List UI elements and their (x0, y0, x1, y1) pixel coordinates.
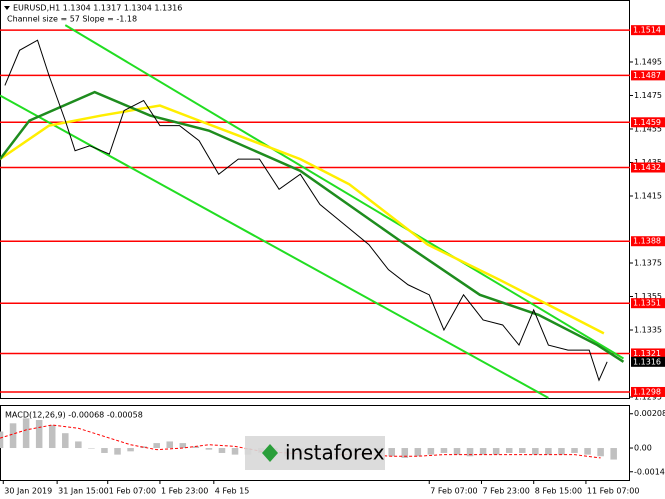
x-tick-label: 30 Jan 2019 (4, 487, 52, 496)
level-label-box (631, 25, 665, 36)
macd-bar (532, 448, 539, 455)
macd-bar (179, 443, 187, 449)
macd-bar (88, 448, 95, 449)
level-label: 1.1351 (633, 299, 661, 308)
y-tick-label: 1.1495 (634, 57, 662, 66)
macd-bar (114, 448, 121, 455)
y-tick-label: 1.1295 (634, 392, 662, 401)
y-tick-label: 1.1475 (634, 91, 662, 100)
level-label: 1.1321 (633, 349, 661, 358)
macd-y-tick-label: 0.00208 (634, 409, 665, 418)
macd-bar (0, 431, 4, 449)
level-label: 1.1298 (633, 387, 661, 396)
moving-average (0, 90, 625, 363)
macd-bar (388, 448, 395, 457)
macd-bar (153, 443, 160, 449)
level-label: 1.1432 (633, 163, 661, 172)
current-price-box (631, 356, 665, 367)
macd-bar (571, 448, 578, 453)
main-pane (0, 0, 630, 399)
macd-y-tick-label: -0.00144 (634, 467, 665, 476)
macd-bar (101, 448, 108, 453)
macd-bar (453, 448, 461, 455)
level-label: 1.1388 (633, 237, 661, 246)
y-tick-label: 1.1415 (634, 191, 662, 200)
macd-bar (48, 424, 56, 449)
macd-bar (479, 448, 487, 455)
channel-line (0, 94, 549, 399)
y-tick-label: 1.1375 (634, 258, 662, 267)
level-label-box (631, 236, 665, 247)
level-label: 1.1487 (633, 71, 661, 80)
x-tick-label: 11 Feb 07:00 (587, 487, 639, 496)
y-tick-label: 1.1335 (634, 325, 662, 334)
macd-bar (127, 448, 134, 452)
macd-bar (414, 448, 422, 457)
macd-bar (401, 448, 409, 458)
macd-bar (610, 448, 617, 460)
macd-bar (492, 448, 500, 455)
x-tick-label: 1 Feb 07:00 (109, 487, 156, 496)
macd-bar (22, 418, 30, 449)
macd-bar (35, 420, 43, 449)
macd-title: MACD(12,26,9) -0.00068 -0.00058 (5, 411, 143, 420)
level-label-box (631, 117, 665, 128)
level-label: 1.1514 (633, 26, 661, 35)
watermark-text: instaforex (285, 441, 385, 465)
x-tick-label: 7 Feb 07:00 (430, 487, 477, 496)
macd-bar (218, 448, 226, 453)
y-tick-label: 1.1455 (634, 124, 662, 133)
x-tick-label: 1 Feb 23:00 (161, 487, 208, 496)
macd-bar (62, 433, 69, 449)
watermark: instaforex (245, 436, 385, 470)
chart-title: EURUSD,H1 1.1304 1.1317 1.1304 1.1316 (13, 4, 182, 13)
macd-bar (505, 448, 513, 453)
price-line (4, 39, 608, 382)
level-label: 1.1459 (633, 118, 661, 127)
current-price-label: 1.1316 (633, 357, 661, 366)
y-tick-label: 1.1355 (634, 292, 662, 301)
macd-bar (192, 446, 200, 449)
menu-triangle (4, 6, 10, 10)
x-tick-label: 4 Feb 15 (215, 487, 250, 496)
watermark-icon (262, 444, 278, 462)
macd-bar (597, 448, 604, 457)
y-tick-label: 1.1435 (634, 158, 662, 167)
macd-bar (427, 448, 435, 455)
macd-bar (166, 441, 174, 449)
macd-bar (558, 448, 565, 455)
macd-bar (9, 423, 17, 449)
macd-bar (231, 448, 239, 455)
level-label-box (631, 386, 665, 397)
macd-bar (140, 446, 147, 449)
macd-bar (205, 448, 213, 450)
macd-bar (75, 441, 82, 449)
level-label-box (631, 298, 665, 309)
macd-bar (545, 448, 552, 455)
macd-y-tick-label: 0.00 (634, 444, 652, 453)
channel-info: Channel size = 57 Slope = -1.18 (7, 15, 137, 24)
x-tick-label: 31 Jan 15:00 (58, 487, 109, 496)
x-tick-label: 7 Feb 23:00 (482, 487, 529, 496)
channel-line (64, 24, 624, 360)
level-label-box (631, 348, 665, 359)
moving-average (0, 104, 605, 335)
macd-bar (440, 448, 448, 453)
macd-bar (466, 448, 474, 457)
level-label-box (631, 70, 665, 81)
macd-bar (519, 448, 526, 453)
x-tick-label: 8 Feb 15:00 (535, 487, 582, 496)
level-label-box (631, 162, 665, 173)
macd-bar (584, 448, 591, 455)
